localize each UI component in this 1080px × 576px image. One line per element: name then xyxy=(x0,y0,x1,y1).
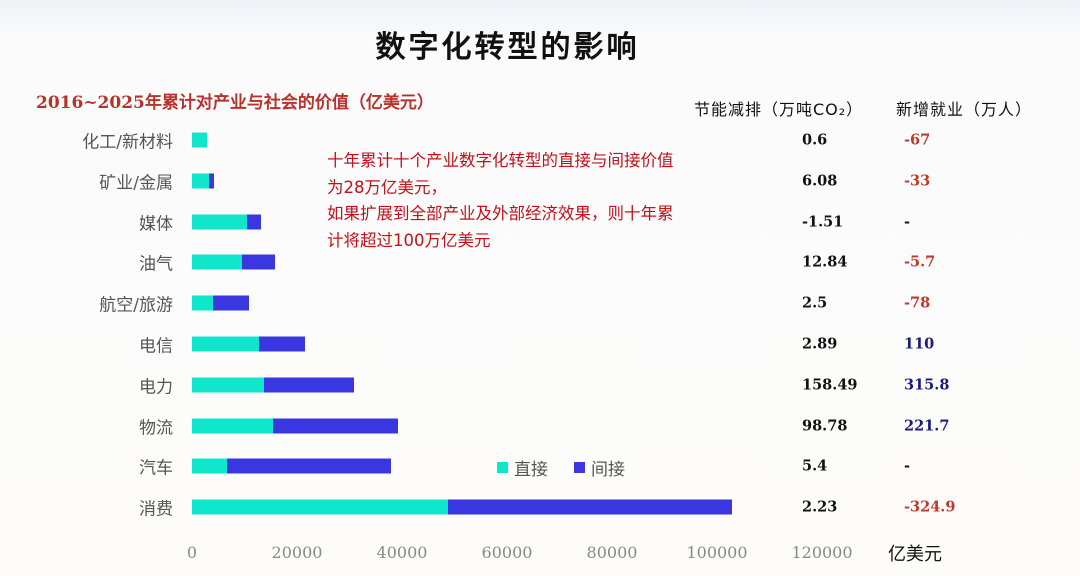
bar-segment-indirect xyxy=(213,295,249,311)
co2-value: 12.84 xyxy=(802,253,848,271)
bar-segment-indirect xyxy=(273,418,398,434)
category-label: 消费 xyxy=(139,499,173,520)
bar-segment-direct xyxy=(192,458,227,474)
jobs-value: -67 xyxy=(904,131,931,149)
note-line: 如果扩展到全部产业及外部经济效果，则十年累 xyxy=(327,204,674,223)
x-tick-label: 100000 xyxy=(686,543,748,562)
category-label: 电力 xyxy=(139,377,173,398)
bar-segment-indirect xyxy=(448,499,732,515)
bar-segment-direct xyxy=(192,254,242,270)
stacked-bar xyxy=(192,254,275,270)
stacked-bar xyxy=(192,458,391,474)
legend-label-indirect: 间接 xyxy=(591,460,625,480)
category-label: 汽车 xyxy=(139,458,173,479)
stacked-bar xyxy=(192,336,305,352)
co2-value: 0.6 xyxy=(802,131,828,149)
jobs-value: -5.7 xyxy=(904,253,936,271)
chart-title: 数字化转型的影响 xyxy=(375,30,640,65)
stacked-bar xyxy=(192,173,214,189)
jobs-value: -78 xyxy=(904,294,931,312)
bar-segment-indirect xyxy=(209,173,214,189)
x-tick-label: 120000 xyxy=(791,543,853,562)
category-label: 媒体 xyxy=(139,214,173,235)
bar-segment-indirect xyxy=(247,214,261,230)
co2-value: 2.89 xyxy=(802,335,838,353)
stacked-bar xyxy=(192,132,207,148)
jobs-value: - xyxy=(904,457,911,475)
co2-value: 6.08 xyxy=(802,172,838,190)
legend: 直接 间接 xyxy=(497,455,625,480)
legend-swatch-indirect-icon xyxy=(574,462,585,473)
category-label: 物流 xyxy=(139,418,173,439)
category-label: 航空/旅游 xyxy=(99,295,173,316)
bar-segment-indirect xyxy=(227,458,391,474)
co2-value: 2.23 xyxy=(802,498,838,516)
x-axis-unit: 亿美元 xyxy=(888,544,942,565)
legend-label-direct: 直接 xyxy=(514,460,548,480)
jobs-value: - xyxy=(904,213,911,231)
category-label: 矿业/金属 xyxy=(99,173,173,194)
category-label: 化工/新材料 xyxy=(82,132,173,153)
chart-subtitle: 2016~2025年累计对产业与社会的价值（亿美元） xyxy=(36,93,434,113)
category-label: 油气 xyxy=(139,254,173,275)
bar-segment-direct xyxy=(192,377,264,393)
stacked-bar xyxy=(192,214,261,230)
x-tick-label: 0 xyxy=(186,543,198,562)
bar-segment-direct xyxy=(192,418,273,434)
stacked-bar xyxy=(192,418,398,434)
note-line: 十年累计十个产业数字化转型的直接与间接价值 xyxy=(327,151,674,170)
jobs-value: -324.9 xyxy=(904,498,956,516)
bar-segment-direct xyxy=(192,295,213,311)
bar-segment-direct xyxy=(192,499,448,515)
column-header-co2: 节能减排（万吨CO₂） xyxy=(694,100,864,119)
co2-value: 158.49 xyxy=(802,376,858,394)
x-tick-label: 20000 xyxy=(271,543,323,562)
co2-value: 5.4 xyxy=(802,457,828,475)
bar-segment-direct xyxy=(192,214,247,230)
legend-item-indirect: 间接 xyxy=(574,455,625,480)
bar-segment-direct xyxy=(192,173,209,189)
bar-segment-direct xyxy=(192,336,259,352)
note-line: 计将超过100万亿美元 xyxy=(327,230,491,250)
co2-value: -1.51 xyxy=(802,213,844,231)
category-label: 电信 xyxy=(139,336,173,357)
stacked-bar xyxy=(192,377,354,393)
jobs-value: 315.8 xyxy=(904,376,950,394)
annotation-note: 十年累计十个产业数字化转型的直接与间接价值 为28万亿美元， 如果扩展到全部产业… xyxy=(327,148,757,254)
jobs-value: -33 xyxy=(904,172,931,190)
legend-item-direct: 直接 xyxy=(497,455,548,480)
note-line: 为28万亿美元， xyxy=(327,177,447,197)
x-tick-label: 40000 xyxy=(376,543,428,562)
stacked-bar xyxy=(192,499,732,515)
x-tick-label: 80000 xyxy=(586,543,638,562)
stacked-bar xyxy=(192,295,249,311)
co2-value: 2.5 xyxy=(802,294,828,312)
bar-segment-indirect xyxy=(259,336,305,352)
column-header-jobs: 新增就业（万人） xyxy=(896,100,1033,119)
x-tick-label: 60000 xyxy=(481,543,533,562)
bar-segment-indirect xyxy=(264,377,354,393)
co2-value: 98.78 xyxy=(802,417,848,435)
legend-swatch-direct-icon xyxy=(497,462,508,473)
jobs-value: 110 xyxy=(904,335,935,353)
bar-segment-indirect xyxy=(242,254,275,270)
jobs-value: 221.7 xyxy=(904,417,950,435)
bar-segment-direct xyxy=(192,132,207,148)
